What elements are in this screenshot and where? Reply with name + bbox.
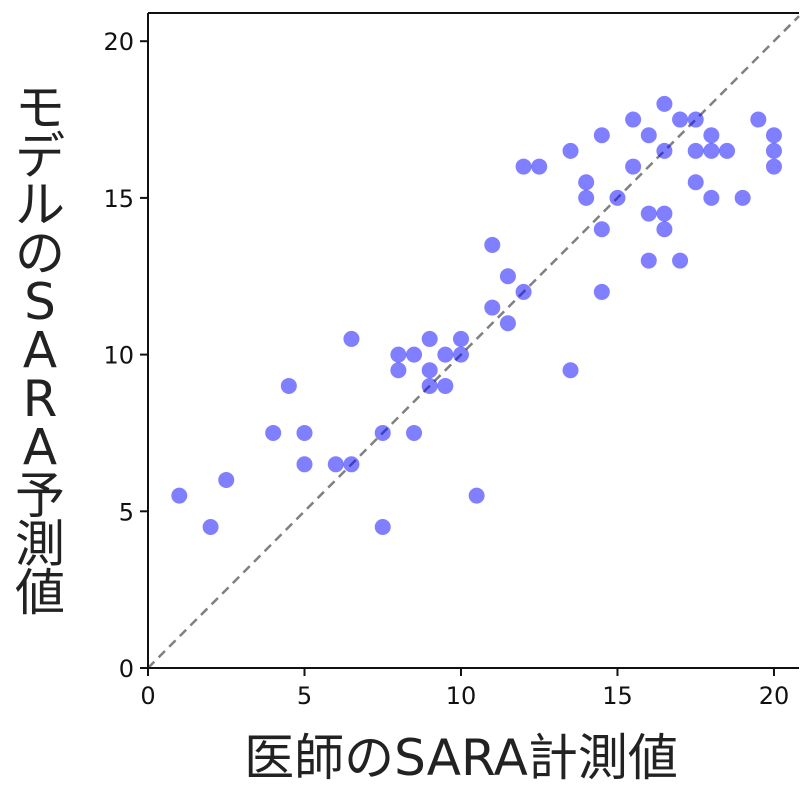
scatter-point [593,221,610,238]
x-tick-label: 0 [140,682,155,710]
scatter-point [515,158,532,175]
scatter-point [343,456,360,473]
y-axis-title-char: モ [15,79,65,137]
scatter-point [687,111,704,128]
y-axis-title-char: 予 [15,467,65,525]
y-axis-title-char: A [23,419,57,477]
scatter-point [719,142,736,159]
scatter-point [593,127,610,144]
y-tick-label: 5 [119,498,134,526]
scatter-point [202,518,219,535]
scatter-point [374,424,391,441]
scatter-point [421,377,438,394]
scatter-point [390,362,407,379]
scatter-point [703,142,720,159]
scatter-point [765,142,782,159]
scatter-point [672,111,689,128]
scatter-point [656,95,673,112]
scatter-point [672,252,689,269]
scatter-point [734,189,751,206]
scatter-point [499,315,516,332]
scatter-point [593,283,610,300]
scatter-point [656,142,673,159]
scatter-point [468,487,485,504]
y-axis-title-char: R [23,370,58,428]
scatter-point [640,205,657,222]
scatter-point [265,424,282,441]
scatter-point [484,299,501,316]
y-tick-label: 15 [103,185,134,213]
scatter-point [531,158,548,175]
y-axis-title-char: A [23,322,57,380]
x-tick-label: 15 [602,682,633,710]
x-tick-label: 20 [759,682,790,710]
scatter-point [406,424,423,441]
scatter-point [296,424,313,441]
scatter-point [640,127,657,144]
axes-layer [147,12,799,669]
scatter-point [452,330,469,347]
x-tick-label: 10 [446,682,477,710]
scatter-point [296,456,313,473]
y-axis-title-char: デ [15,128,65,186]
x-tick-label: 5 [297,682,312,710]
scatter-point [656,205,673,222]
scatter-point [280,377,297,394]
scatter-point [656,221,673,238]
scatter-point [421,330,438,347]
scatter-point [515,283,532,300]
points-layer [171,95,782,535]
scatter-point [452,346,469,363]
y-axis-title-char: の [15,225,65,283]
scatter-point [437,377,454,394]
scatter-point [499,268,516,285]
scatter-point [703,189,720,206]
y-axis-title-char: S [24,273,56,331]
ticks-layer: 0 5 10 15 20 0 5 10 15 20 [103,28,789,710]
scatter-point [390,346,407,363]
scatter-point [578,189,595,206]
scatter-point [578,174,595,191]
scatter-point [687,142,704,159]
scatter-point [625,111,642,128]
scatter-point [687,174,704,191]
scatter-point [625,158,642,175]
scatter-point [218,471,235,488]
y-tick-label: 20 [103,28,134,56]
scatter-point [703,127,720,144]
y-tick-label: 0 [119,655,134,683]
scatter-point [640,252,657,269]
scatter-point [421,362,438,379]
scatter-point [609,189,626,206]
y-tick-label: 10 [103,342,134,370]
scatter-point [750,111,767,128]
y-axis-title-char: 測 [15,516,65,574]
scatter-point [343,330,360,347]
x-axis-title: 医師のSARA計測値 [244,729,678,785]
scatter-point [765,158,782,175]
y-axis-title-char: 値 [15,564,65,622]
scatter-point [765,127,782,144]
scatter-point [406,346,423,363]
scatter-point [171,487,188,504]
scatter-point [374,518,391,535]
scatter-point [562,362,579,379]
scatter-point [327,456,344,473]
y-axis-title-char: ル [15,176,65,234]
scatter-point [484,236,501,253]
scatter-point [562,142,579,159]
scatter-point [437,346,454,363]
